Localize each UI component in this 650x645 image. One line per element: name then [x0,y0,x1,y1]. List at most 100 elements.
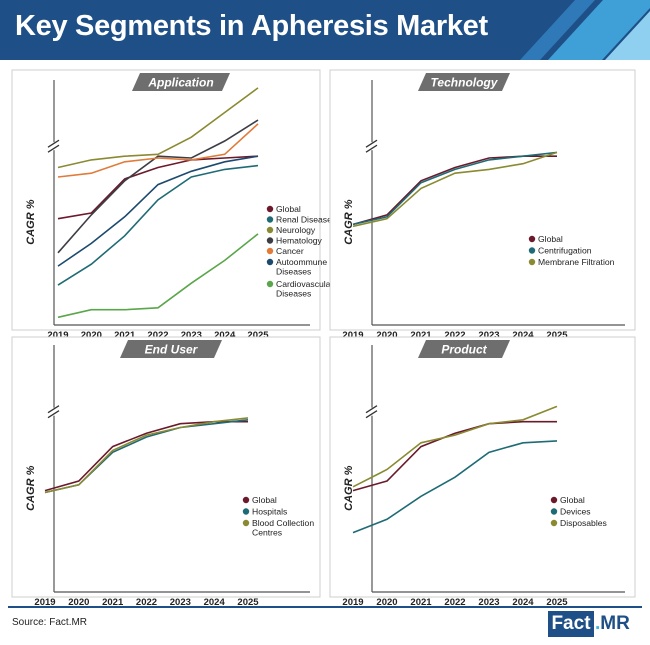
legend-label-line: Centres [252,528,282,538]
x-tick-label: 2022 [444,330,465,341]
legend-marker [266,205,274,213]
legend-marker [242,496,250,504]
x-tick-label: 2020 [376,330,397,341]
legend-label-line: Hematology [276,236,323,246]
x-tick-label: 2025 [546,597,568,605]
axis-break-gap [48,407,60,416]
axis-break-gap [366,142,378,151]
legend-marker [266,247,274,255]
series-line-4 [57,119,259,254]
logo-right: .MR [595,611,643,637]
x-tick-label: 2024 [214,330,236,341]
x-tick-label: 2023 [478,330,499,341]
y-axis-label: CAGR % [25,199,37,244]
logo-left-text: Fact [548,611,594,637]
chart-title: Product [441,343,487,357]
legend-label-line: Hospitals [252,507,287,517]
legend-label: Autoommune Diseases [276,257,327,277]
x-tick-label: 2024 [512,330,534,341]
header-bar: Key Segments in Apheresis Market [0,0,650,60]
footer-divider [8,606,642,608]
logo-dot: . [595,613,601,634]
source-text: Source: Fact.MR [12,617,88,628]
legend-marker [242,519,250,527]
chart-title-badge [418,73,510,91]
series-line-2 [57,164,259,286]
axis-break-mark [365,144,378,153]
chart-title: Technology [431,76,499,90]
series-line-5 [57,123,259,178]
x-tick-label: 2025 [247,330,269,341]
header-stripes-decoration [520,0,650,60]
series-line-1 [57,155,259,220]
series-line-3 [352,151,558,228]
legend-label: Cardiovascular Diseases [276,279,333,299]
legend-label: Disposables [560,518,607,528]
page-title: Key Segments in Apheresis Market [15,10,488,42]
axis-break-mark [365,139,378,148]
legend-label-line: Neurology [276,225,316,235]
axis-break-mark [365,410,378,419]
legend-marker [266,216,274,223]
factmr-logo: Fact .MR [548,611,643,637]
x-tick-label: 2022 [147,330,168,341]
chart-panel-2: Technology CAGR % 2019 2020 2021 2022 2023 2024… [329,69,636,341]
legend-label: Renal Diseases [276,215,336,225]
legend-marker [528,258,536,266]
panel-frame [329,336,636,598]
x-tick-label: 2024 [204,597,226,605]
panel-frame [329,69,636,331]
series-line-1 [352,420,557,492]
x-tick-label: 2021 [410,330,432,341]
legend-label: Global [538,234,563,244]
axis-break-mark [47,139,60,148]
x-tick-label: 2023 [478,597,499,605]
series-line-2 [352,151,558,226]
chart-panel-1: Application CAGR % 2019 2020 2021 2022 2023 202… [11,69,336,341]
legend-label: Global [560,495,585,505]
x-tick-label: 2021 [410,597,432,605]
legend-marker [528,247,536,254]
axis-break-mark [365,405,378,414]
legend-marker [550,508,558,515]
chart-title-badge [418,340,510,358]
legend-label-line: Blood Collection [252,518,314,528]
legend-label-line: Global [538,234,563,244]
legend-label-line: Disposables [560,518,607,528]
legend-label-line: Cardiovascular [276,279,333,289]
legend-label: Cancer [276,246,304,256]
series-line-7 [57,233,259,319]
legend-label-line: Membrane Filtration [538,257,615,267]
legend-marker [528,235,536,243]
legend-marker [266,226,274,234]
chart-title-badge [120,340,222,358]
x-tick-label: 2024 [512,597,534,605]
x-tick-label: 2023 [170,597,191,605]
legend-marker [550,496,558,504]
legend-label-line: Cancer [276,246,304,256]
legend-label-line: Global [252,495,277,505]
legend-label: Centrifugation [538,246,592,256]
series-line-3 [57,87,259,169]
legend-label-line: Diseases [276,289,311,299]
x-tick-label: 2019 [342,597,363,605]
legend-label-line: Global [560,495,585,505]
chart-title: Application [147,76,213,90]
panel-frame [11,69,321,331]
legend-marker [242,508,250,515]
axis-break-mark [47,405,60,414]
x-tick-label: 2019 [34,597,55,605]
y-axis-label: CAGR % [25,465,37,510]
chart-panel-4: Product CAGR % 2019 2020 2021 2022 2023 2024 202… [329,336,636,605]
legend-label-line: Devices [560,507,591,517]
legend-label: Global [252,495,277,505]
x-tick-label: 2022 [136,597,157,605]
legend-label: Membrane Filtration [538,257,615,267]
legend-label: Neurology [276,225,316,235]
legend-marker [266,258,274,266]
series-line-2 [352,440,558,534]
axis-break-gap [366,407,378,416]
panel-frame [11,336,321,598]
legend-label-line: Global [276,204,301,214]
x-tick-label: 2021 [102,597,124,605]
